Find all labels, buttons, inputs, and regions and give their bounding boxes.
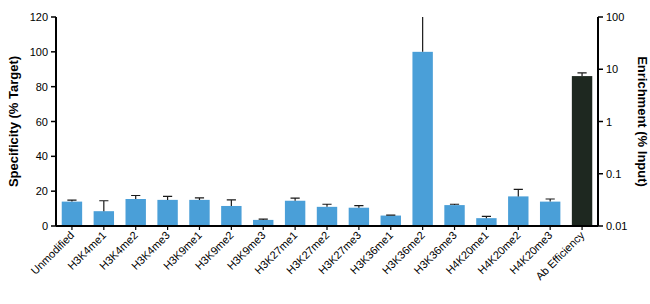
y2-tick-label: 0.1 [606, 168, 621, 180]
y-tick [51, 190, 56, 192]
y-tick [51, 225, 56, 227]
y-tick-label: 80 [36, 81, 48, 93]
bar [381, 216, 401, 226]
bar [349, 208, 369, 226]
y-tick-label: 20 [36, 185, 48, 197]
y-tick-label: 40 [36, 150, 48, 162]
bar [157, 200, 177, 226]
y-tick-label: 120 [30, 11, 48, 23]
plot-area [62, 17, 593, 226]
y-tick [51, 86, 56, 88]
y2-tick [598, 69, 603, 71]
x-tick [581, 226, 582, 230]
bar [444, 205, 464, 226]
x-tick [358, 226, 359, 230]
error-bar [354, 206, 363, 208]
error-bar [482, 216, 491, 218]
y2-axis-title: Enrichment (% Input) [635, 56, 650, 187]
x-tick [390, 226, 391, 230]
y-tick [51, 16, 56, 18]
x-tick [135, 226, 136, 230]
y2-tick-label: 100 [606, 11, 624, 23]
x-tick [263, 226, 264, 230]
bar [126, 199, 146, 226]
x-tick [167, 226, 168, 230]
bar [189, 200, 209, 226]
x-tick [199, 226, 200, 230]
error-bar [67, 200, 76, 201]
x-tick [486, 226, 487, 230]
error-bar [386, 214, 395, 216]
bar [221, 206, 241, 226]
x-tick [103, 226, 104, 230]
y-axis-title: Specificity (% Target) [6, 56, 21, 187]
y-tick-label: 60 [36, 116, 48, 128]
y-tick [51, 156, 56, 158]
bar [317, 207, 337, 226]
y-tick-label: 100 [30, 46, 48, 58]
error-bar [450, 204, 459, 206]
error-bar [131, 196, 140, 199]
error-bar [259, 218, 268, 220]
bar [476, 218, 496, 226]
bar [62, 202, 82, 226]
y2-tick [598, 121, 603, 123]
y2-tick [598, 225, 603, 227]
error-bar [195, 198, 204, 200]
x-tick [326, 226, 327, 230]
x-tick [231, 226, 232, 230]
error-bar [514, 189, 523, 196]
x-tick [71, 226, 72, 230]
x-tick-label: Ab Efficiency [533, 229, 587, 283]
x-tick [422, 226, 423, 230]
bar [285, 201, 305, 226]
x-tick-label: Unmodified [29, 229, 77, 277]
y2-tick-label: 0.01 [606, 220, 627, 232]
bar [540, 202, 560, 226]
bar [572, 76, 592, 226]
chart: 0204060801001200.010.1110100UnmodifiedH3… [0, 0, 650, 304]
x-tick [550, 226, 551, 230]
y-tick [51, 121, 56, 123]
y-tick [51, 51, 56, 53]
x-tick [454, 226, 455, 230]
error-bar [227, 200, 236, 206]
error-bar [322, 204, 331, 207]
error-bar [577, 73, 586, 76]
y2-tick [598, 173, 603, 175]
x-tick [295, 226, 296, 230]
error-bar [163, 196, 172, 199]
error-bar [546, 199, 555, 202]
error-bar [418, 17, 427, 52]
y2-tick [598, 16, 603, 18]
error-bar [291, 198, 300, 201]
x-tick [518, 226, 519, 230]
y2-tick-label: 10 [606, 63, 618, 75]
y2-tick-label: 1 [606, 116, 612, 128]
bar [94, 211, 114, 226]
error-bar [99, 201, 108, 211]
bar [412, 52, 432, 226]
bar [508, 196, 528, 226]
y-tick-label: 0 [42, 220, 48, 232]
